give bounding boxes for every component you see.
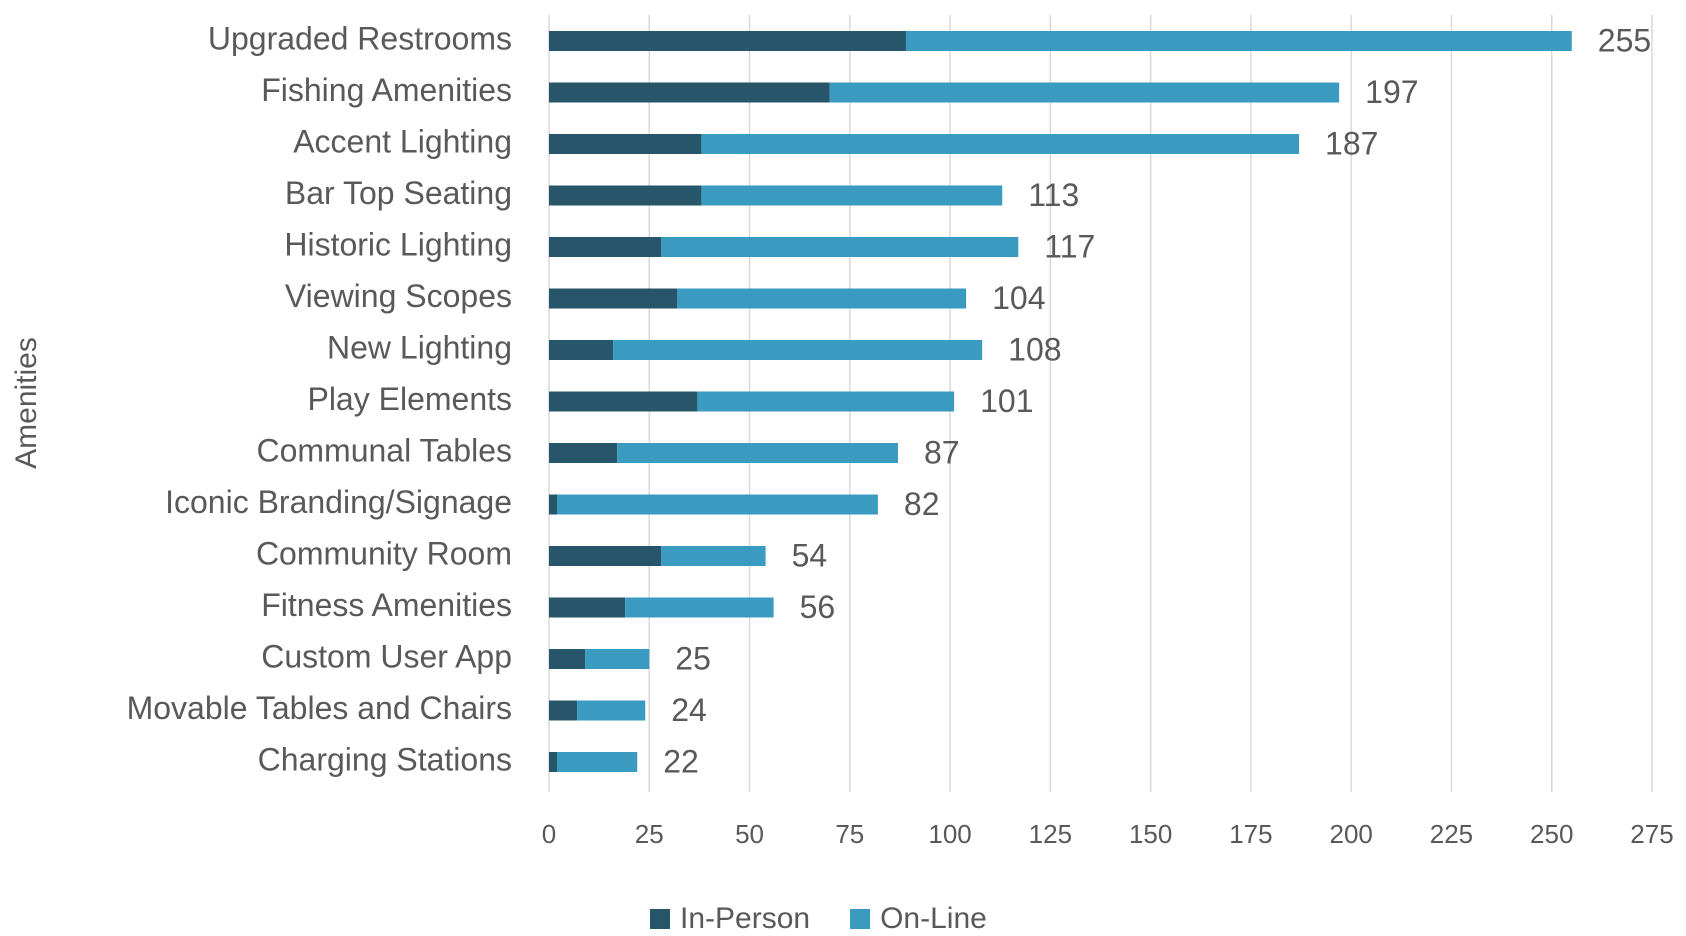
- bar-segment: [613, 340, 983, 360]
- bar-segment: [549, 288, 678, 309]
- total-label: 54: [792, 537, 828, 573]
- bar-segment: [577, 700, 646, 721]
- x-tick-label: 25: [635, 819, 664, 849]
- x-tick-label: 50: [735, 819, 764, 849]
- total-label: 255: [1598, 22, 1651, 58]
- x-tick-label: 175: [1229, 819, 1272, 849]
- total-label: 56: [800, 589, 836, 625]
- bar-segment: [677, 288, 967, 309]
- y-tick-label: Viewing Scopes: [285, 278, 512, 314]
- bar-segment: [549, 443, 618, 463]
- total-label: 82: [904, 486, 940, 522]
- legend-label: On-Line: [880, 902, 987, 935]
- total-label: 22: [663, 743, 699, 779]
- y-tick-label: Custom User App: [261, 638, 512, 674]
- bar-segment: [549, 391, 698, 412]
- total-label: 108: [1008, 331, 1061, 367]
- legend-swatch: [650, 909, 670, 929]
- y-tick-label: Upgraded Restrooms: [208, 20, 512, 56]
- bar-segment: [697, 391, 955, 412]
- bar-segment: [549, 134, 702, 154]
- bar-segment: [557, 752, 638, 772]
- bar-segment: [549, 597, 626, 618]
- y-tick-label: New Lighting: [327, 329, 512, 365]
- bar-segment: [549, 494, 558, 515]
- x-tick-label: 250: [1530, 819, 1573, 849]
- total-label: 187: [1325, 125, 1378, 161]
- bar-segment: [661, 237, 1019, 257]
- y-tick-label: Communal Tables: [256, 432, 512, 468]
- x-tick-label: 150: [1129, 819, 1172, 849]
- bar-segment: [625, 597, 774, 618]
- y-tick-label: Play Elements: [307, 381, 512, 417]
- y-tick-label: Historic Lighting: [284, 226, 512, 262]
- legend-label: In-Person: [680, 902, 810, 935]
- x-tick-label: 125: [1029, 819, 1072, 849]
- bar-segment: [701, 134, 1300, 154]
- x-tick-label: 100: [928, 819, 971, 849]
- bar-segment: [905, 31, 1572, 51]
- bar-segment: [661, 546, 766, 566]
- x-tick-label: 0: [542, 819, 556, 849]
- bar-segment: [549, 82, 830, 103]
- x-tick-label: 200: [1329, 819, 1372, 849]
- y-tick-label: Accent Lighting: [293, 123, 512, 159]
- total-label: 25: [675, 640, 711, 676]
- total-label: 117: [1044, 228, 1095, 264]
- y-tick-label: Charging Stations: [258, 741, 512, 777]
- y-tick-label: Fishing Amenities: [261, 72, 512, 108]
- total-label: 104: [992, 280, 1045, 316]
- bar-segment: [585, 649, 650, 669]
- y-tick-label: Community Room: [256, 535, 512, 571]
- bar-segment: [549, 31, 906, 51]
- bar-segment: [549, 237, 662, 257]
- bar-segment: [557, 494, 878, 515]
- total-label: 87: [924, 434, 960, 470]
- bar-segment: [549, 700, 578, 721]
- legend-swatch: [850, 909, 871, 929]
- total-label: 24: [671, 692, 707, 728]
- y-tick-label: Movable Tables and Chairs: [127, 690, 512, 726]
- bar-segment: [549, 340, 614, 360]
- bar-segment: [549, 752, 558, 772]
- bar-segment: [829, 82, 1340, 103]
- bar-segment: [549, 546, 662, 566]
- y-tick-label: Bar Top Seating: [285, 175, 512, 211]
- bar-segment: [701, 185, 1003, 206]
- total-label: 101: [980, 383, 1033, 419]
- total-label: 197: [1365, 74, 1418, 110]
- total-label: 113: [1028, 177, 1079, 213]
- x-tick-label: 75: [835, 819, 864, 849]
- y-axis-title: Amenities: [10, 337, 43, 469]
- y-tick-label: Fitness Amenities: [261, 587, 512, 623]
- y-tick-label: Iconic Branding/Signage: [165, 484, 512, 520]
- bar-segment: [549, 649, 586, 669]
- x-tick-label: 225: [1430, 819, 1473, 849]
- x-tick-label: 275: [1630, 819, 1673, 849]
- bar-segment: [617, 443, 898, 463]
- bar-segment: [549, 185, 702, 206]
